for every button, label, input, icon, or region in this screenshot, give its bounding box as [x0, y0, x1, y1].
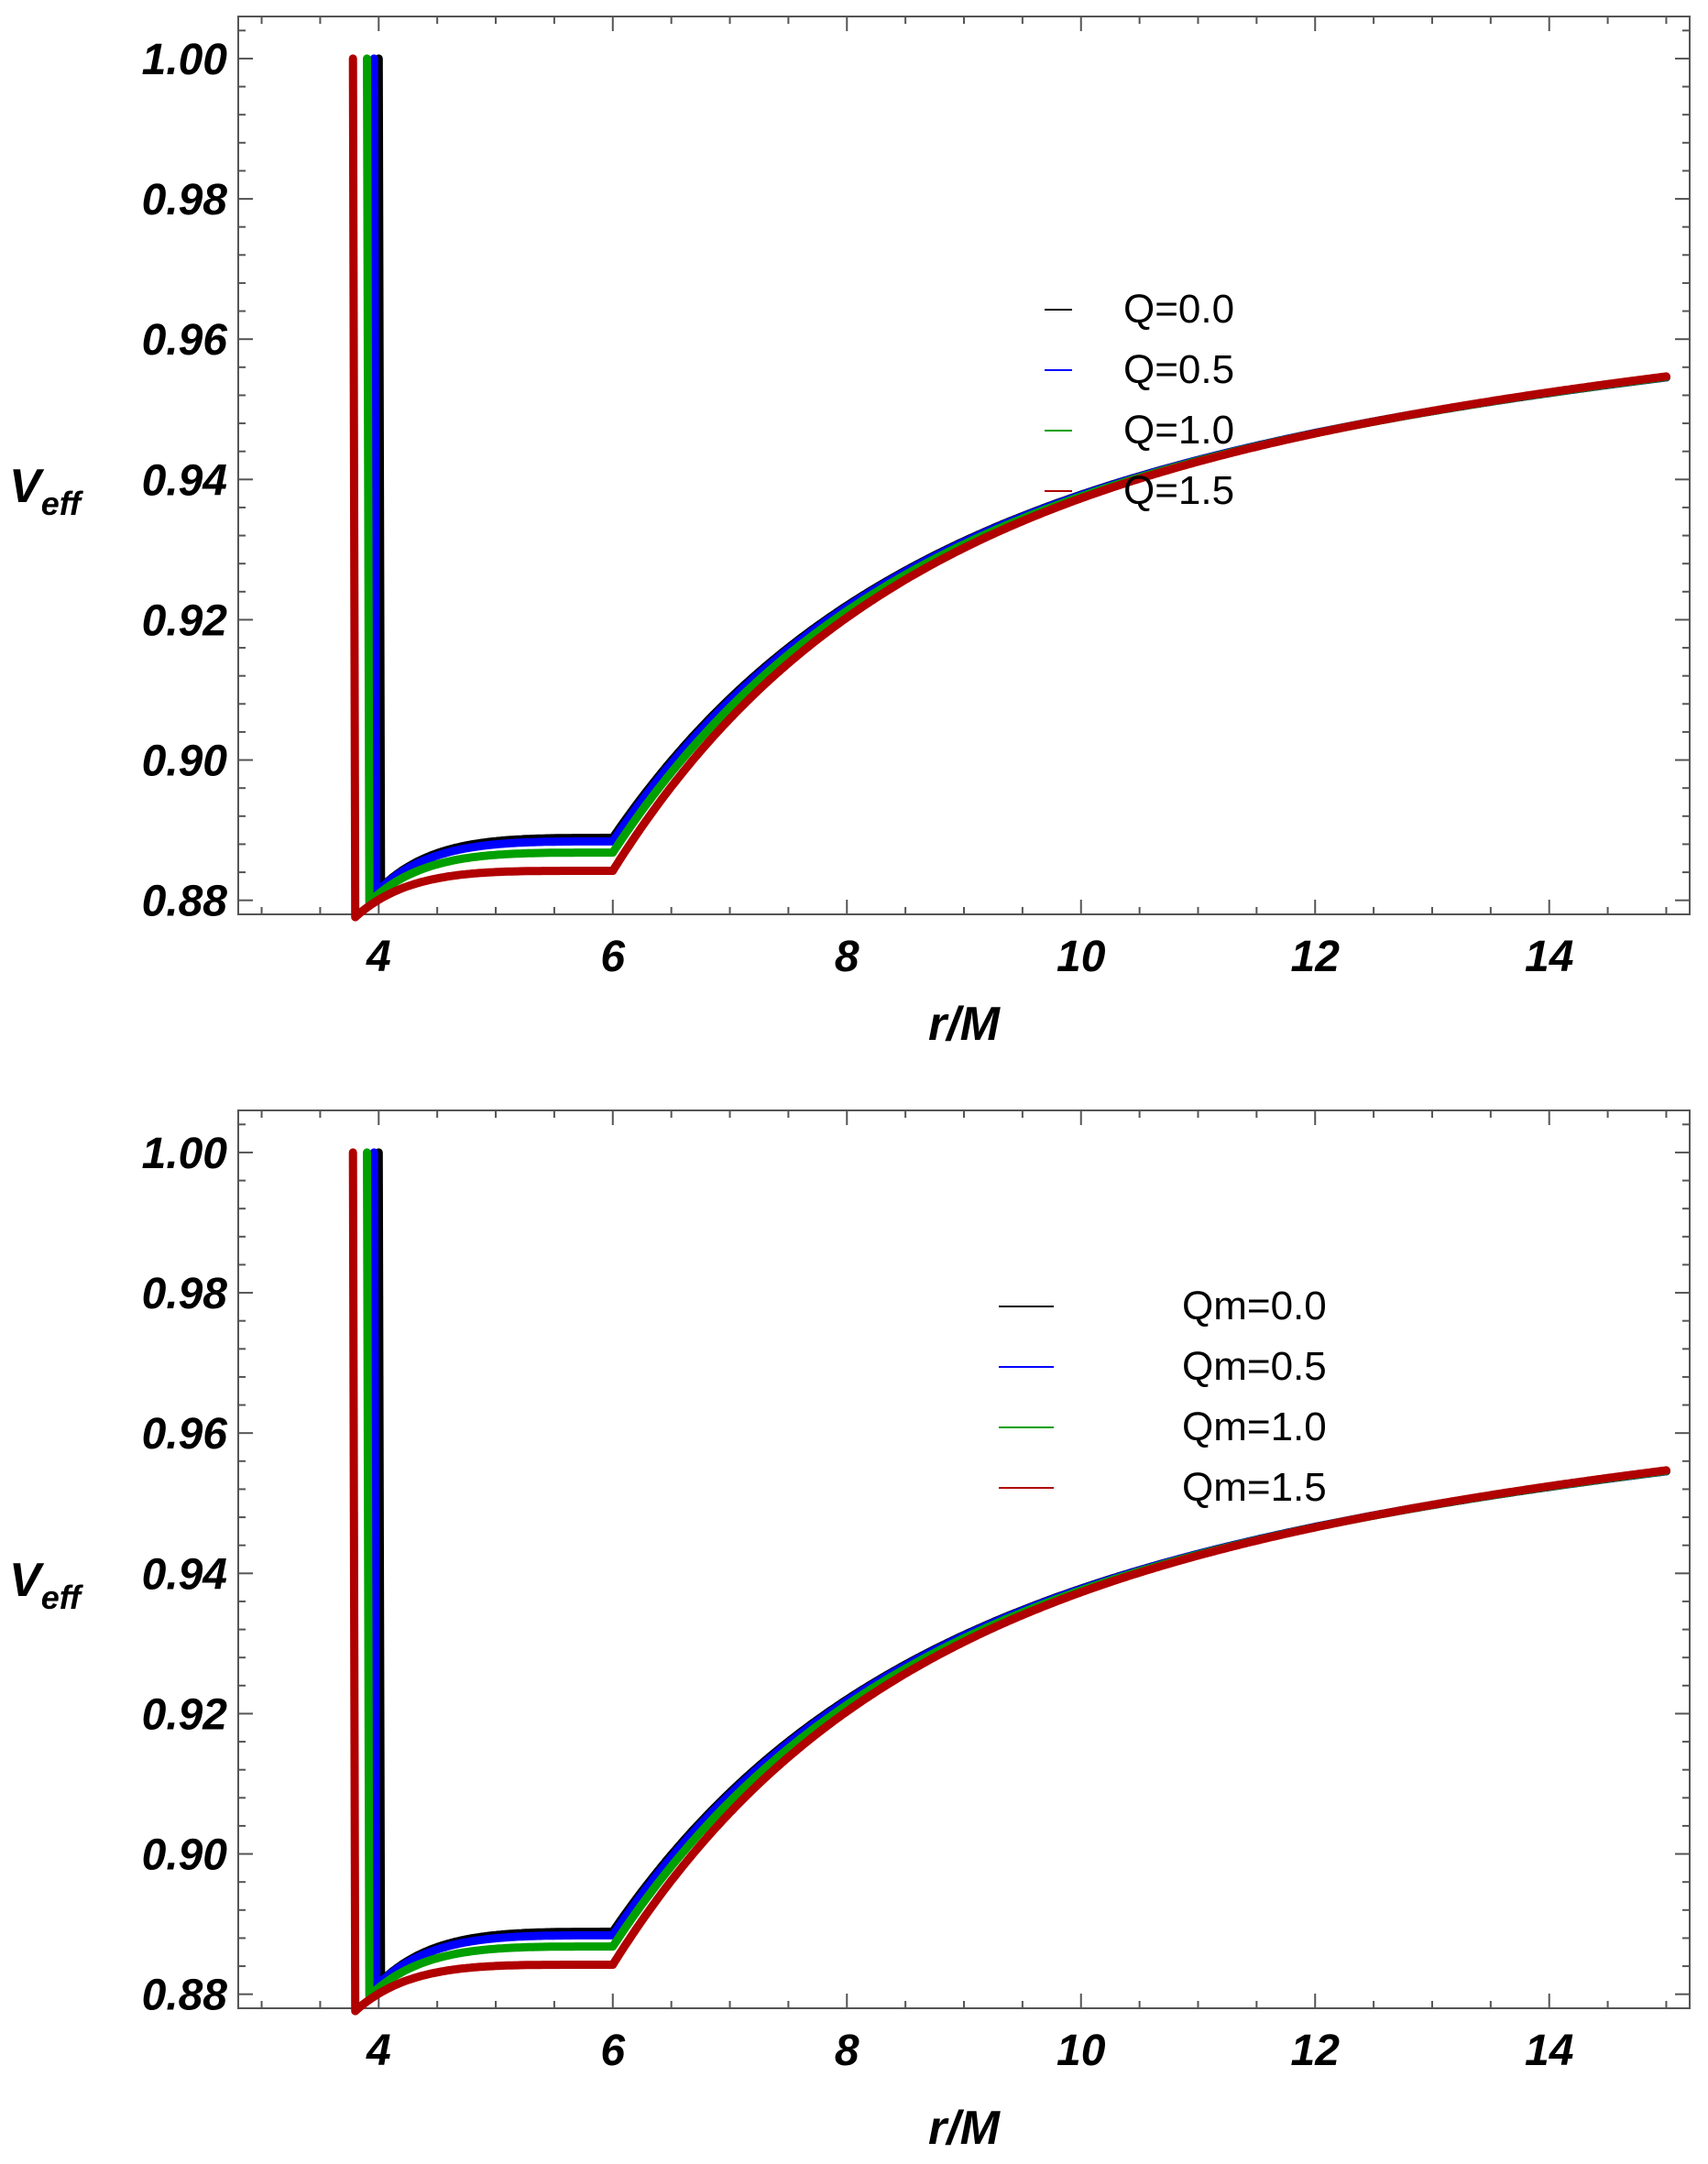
legend-label: Qm=0.0: [1182, 1284, 1327, 1328]
y-axis-title-sub: eff: [41, 1579, 83, 1616]
x-tick-label: 12: [1291, 2027, 1341, 2075]
y-tick-label: 0.90: [142, 1831, 228, 1880]
y-tick-label: 0.98: [142, 176, 228, 224]
legend: Qm=0.0 Qm=0.5 Qm=1.0 Qm=1.5: [999, 1284, 1327, 1510]
x-axis-title: r/M: [928, 998, 1002, 1051]
y-tick-label: 0.92: [142, 1690, 228, 1739]
legend-label: Q=0.5: [1123, 347, 1234, 392]
x-axis-title: r/M: [928, 2102, 1002, 2155]
y-axis-title: Veff: [9, 460, 83, 522]
legend: Q=0.0 Q=0.5 Q=1.0 Q=1.5: [1045, 287, 1234, 513]
x-tick-label: 4: [366, 933, 391, 981]
axis-ticks: [238, 1110, 1690, 2008]
y-tick-label: 1.00: [142, 36, 228, 84]
y-tick-label: 1.00: [142, 1130, 228, 1178]
legend-label: Qm=1.0: [1182, 1404, 1327, 1449]
legend-label: Q=1.0: [1123, 408, 1234, 453]
y-axis-title-sub: eff: [41, 485, 83, 522]
x-tick-label: 6: [600, 2027, 625, 2075]
series-line-0: [374, 1148, 1670, 1986]
x-tick-label: 14: [1525, 2027, 1573, 2075]
curves: [348, 1148, 1670, 2016]
y-axis-title-main: V: [9, 460, 45, 513]
x-tick-label: 6: [600, 933, 625, 981]
y-tick-label: 0.96: [142, 1410, 228, 1459]
series-line-0: [374, 54, 1670, 892]
series-line-2: [363, 54, 1670, 907]
x-tick-label: 10: [1057, 933, 1106, 981]
series-line-3: [348, 1148, 1670, 2016]
y-tick-label: 0.94: [142, 1550, 227, 1599]
y-tick-labels: 0.88 0.90 0.92 0.94 0.96 0.98 1.00: [142, 1130, 228, 2020]
series-line-3: [348, 54, 1670, 922]
x-tick-labels: 4 6 8 10 12 14: [366, 933, 1573, 981]
plot-frame: [237, 16, 1691, 915]
x-tick-labels: 4 6 8 10 12 14: [366, 2027, 1573, 2075]
x-tick-label: 12: [1291, 933, 1341, 981]
x-tick-label: 10: [1057, 2027, 1106, 2075]
x-tick-label: 8: [835, 933, 859, 981]
x-tick-label: 8: [835, 2027, 859, 2075]
y-tick-labels: 0.88 0.90 0.92 0.94 0.96 0.98 1.00: [142, 36, 228, 926]
legend-label: Q=0.0: [1123, 287, 1234, 332]
series-line-2: [363, 1148, 1670, 2001]
top-chart: 4 6 8 10 12 14 0.88 0.90 0.92 0.94 0.96 0.98 1.00 Q…: [9, 16, 1691, 1051]
y-tick-label: 0.96: [142, 316, 228, 365]
y-axis-title-main: V: [9, 1554, 45, 1607]
y-tick-label: 0.92: [142, 596, 228, 645]
y-tick-label: 0.90: [142, 738, 228, 786]
axis-ticks: [238, 16, 1690, 914]
legend-label: Q=1.5: [1123, 468, 1234, 513]
y-tick-label: 0.88: [142, 1972, 228, 2020]
curves: [348, 54, 1670, 922]
legend-label: Qm=0.5: [1182, 1344, 1327, 1389]
series-line-1: [369, 1148, 1670, 1991]
plot-frame: [237, 1109, 1691, 2009]
y-tick-label: 0.98: [142, 1270, 228, 1318]
x-tick-label: 14: [1525, 933, 1573, 981]
series-line-1: [369, 54, 1670, 897]
legend-label: Qm=1.5: [1182, 1465, 1327, 1510]
y-axis-title: Veff: [9, 1554, 83, 1616]
bottom-chart: 4 6 8 10 12 14 0.88 0.90 0.92 0.94 0.96 0.98 1.00 Q…: [9, 1109, 1691, 2155]
y-tick-label: 0.94: [142, 456, 227, 505]
x-tick-label: 4: [366, 2027, 391, 2075]
y-tick-label: 0.88: [142, 878, 228, 926]
